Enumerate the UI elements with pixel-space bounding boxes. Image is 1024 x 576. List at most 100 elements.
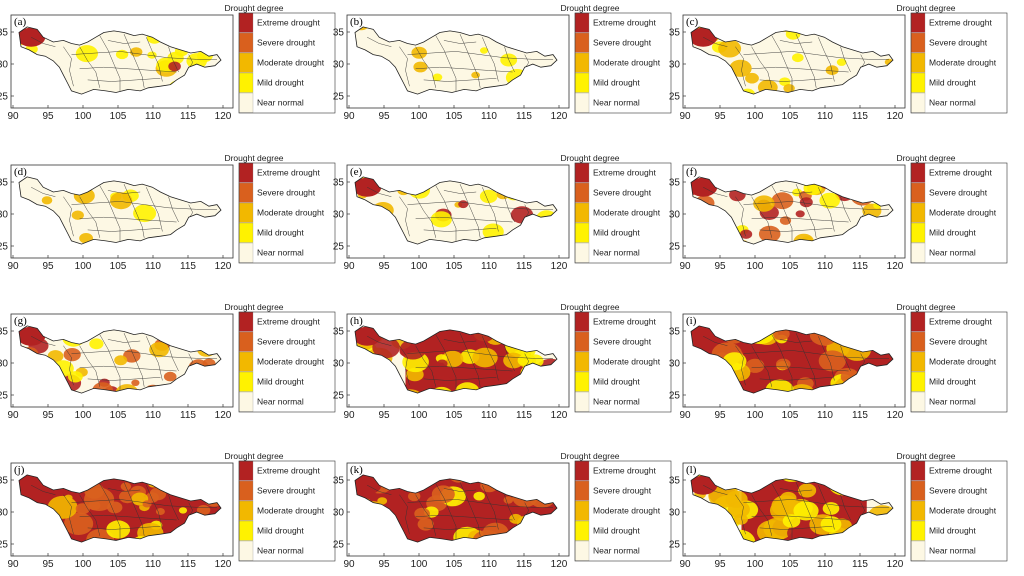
map-panel: 90 95 100 105 110 115 120 35 30 25 (k) Drought degr… (333, 451, 672, 570)
subbasin-boundary (779, 339, 813, 343)
y-tick-label: 30 (333, 210, 345, 221)
subbasin-boundary (366, 37, 392, 47)
drought-cell (472, 347, 498, 368)
subbasin-boundary (504, 494, 515, 521)
legend-frame (238, 311, 336, 413)
subbasin-boundary (79, 216, 177, 223)
drought-cell (71, 210, 84, 220)
subbasin-boundary (415, 514, 513, 521)
subbasin-boundary (751, 66, 849, 73)
x-tick-label: 95 (378, 410, 390, 421)
x-tick-label: 95 (378, 261, 390, 272)
drought-cell (729, 59, 752, 77)
subbasin-boundary (146, 187, 163, 232)
subbasin-boundary (779, 190, 813, 194)
map-panel: 90 95 100 105 110 115 120 35 30 25 (c) Drought degr… (669, 3, 1008, 122)
legend-swatch (574, 32, 590, 53)
legend-swatch (238, 311, 254, 332)
drought-cell (110, 192, 133, 210)
basin-outline (690, 176, 894, 245)
legend-swatch (574, 222, 590, 243)
legend-swatch (238, 520, 254, 541)
legend-swatch (910, 460, 926, 481)
subbasin-boundary (459, 482, 481, 536)
y-tick-label: 35 (669, 327, 681, 338)
subbasin-boundary (743, 201, 889, 210)
subbasin-boundary (795, 184, 817, 238)
legend-swatch (238, 92, 254, 113)
x-tick-label: 90 (343, 410, 355, 421)
basin-area (691, 26, 893, 95)
subbasin-boundary (443, 190, 477, 194)
legend-swatch (574, 72, 590, 93)
legend-label: Severe drought (593, 38, 652, 48)
subbasin-boundary (71, 51, 217, 60)
legend-frame (910, 460, 1008, 562)
subbasin-boundary (366, 336, 392, 346)
drought-cell (473, 491, 485, 501)
drought-cell (509, 513, 523, 524)
subbasin-boundary (123, 333, 145, 387)
subbasin-boundary (63, 196, 74, 237)
panel-label: (l) (686, 464, 697, 476)
legend-label: Severe drought (929, 38, 988, 48)
subbasin-boundary (759, 78, 833, 82)
subbasin-boundary (443, 488, 477, 492)
x-tick-label: 95 (42, 559, 54, 570)
legend-swatch (574, 500, 590, 521)
y-tick-label: 35 (669, 28, 681, 39)
drought-cell (458, 200, 469, 209)
y-tick-label: 30 (0, 60, 8, 71)
legend-label: Mild drought (257, 526, 304, 536)
y-tick-label: 35 (669, 178, 681, 189)
legend-swatch (910, 311, 926, 332)
subbasin-boundary (702, 336, 728, 346)
subbasin-boundary (435, 35, 457, 91)
y-tick-label: 30 (669, 60, 681, 71)
x-tick-label: 100 (411, 410, 428, 421)
legend-swatch (574, 331, 590, 352)
drought-cell (718, 39, 742, 58)
subbasin-boundary (30, 485, 56, 495)
legend-label: Near normal (929, 98, 976, 108)
x-tick-label: 120 (887, 261, 904, 272)
drought-cell (436, 359, 448, 368)
x-tick-label: 120 (551, 261, 568, 272)
y-tick-label: 30 (669, 508, 681, 519)
subbasin-boundary (443, 40, 477, 44)
x-tick-label: 90 (7, 261, 19, 272)
legend-label: Extreme drought (593, 466, 656, 476)
drought-cell (186, 53, 207, 69)
x-tick-label: 95 (42, 261, 54, 272)
x-tick-label: 100 (747, 111, 764, 122)
subbasin-boundary (79, 365, 177, 372)
drought-cell (792, 53, 804, 63)
legend-label: Moderate drought (257, 506, 325, 516)
subbasin-boundary (71, 499, 217, 508)
drought-cell (414, 507, 430, 520)
subbasin-boundary (146, 336, 163, 381)
legend-swatch (238, 242, 254, 263)
y-tick-label: 35 (0, 476, 8, 487)
legend-swatch (574, 460, 590, 481)
x-tick-label: 90 (343, 261, 355, 272)
subbasin-boundary (87, 526, 161, 530)
subbasin-boundary (30, 336, 56, 346)
subbasin-boundary (415, 66, 513, 73)
y-tick-label: 35 (0, 178, 8, 189)
legend-swatch (910, 52, 926, 73)
legend-swatch (910, 371, 926, 392)
basin-outline (18, 26, 222, 95)
drought-cell (825, 65, 839, 76)
legend-label: Moderate drought (593, 357, 661, 367)
drought-cell (130, 47, 143, 57)
legend-label: Near normal (593, 98, 640, 108)
x-tick-label: 115 (852, 410, 868, 421)
legend-label: Extreme drought (257, 317, 320, 327)
drought-cell (115, 49, 129, 60)
x-tick-label: 90 (343, 111, 355, 122)
basin-outline (18, 325, 222, 394)
y-tick-label: 30 (0, 210, 8, 221)
drought-cell (68, 371, 83, 383)
x-tick-label: 95 (714, 261, 726, 272)
